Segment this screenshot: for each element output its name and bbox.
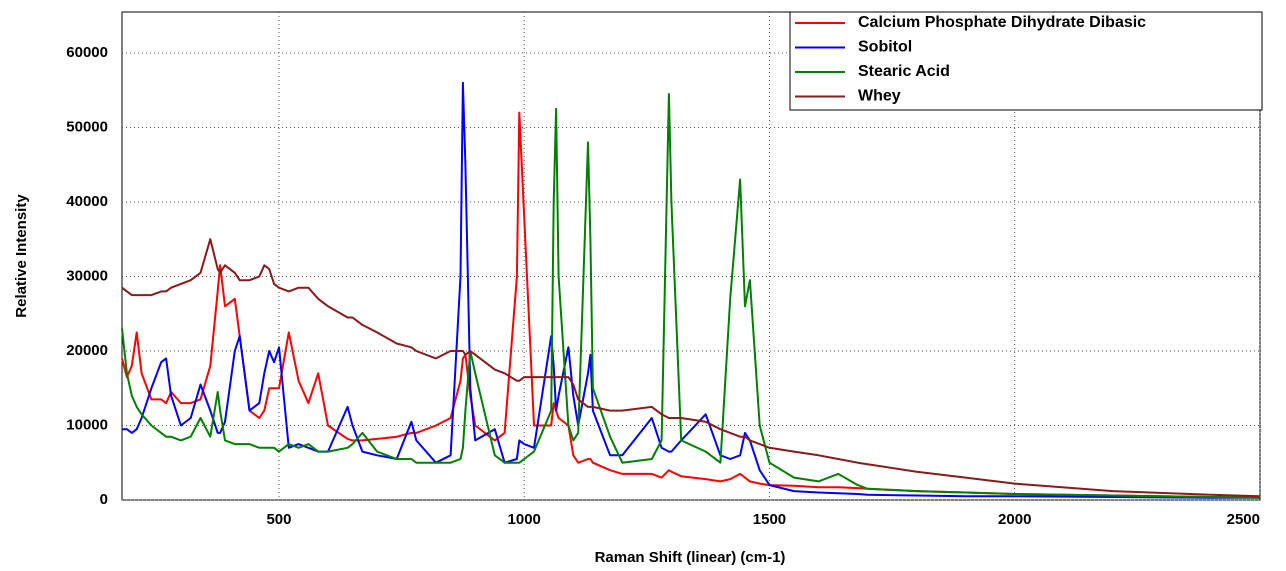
y-tick-label: 30000 (66, 267, 108, 284)
series-line (122, 81, 1260, 499)
y-tick-label: 50000 (66, 118, 108, 135)
x-tick-label: 1500 (753, 511, 786, 528)
y-tick-label: 60000 (66, 44, 108, 61)
y-tick-label: 10000 (66, 416, 108, 433)
series-line (121, 93, 1261, 499)
y-axis-title: Relative Intensity (13, 194, 30, 318)
legend-box (789, 11, 1263, 111)
series-line (121, 111, 1261, 499)
series-line (121, 238, 1261, 498)
x-axis-title: Raman Shift (linear) (cm-1) (595, 549, 786, 566)
x-tick-label: 2000 (998, 511, 1031, 528)
x-tick-label: 1000 (508, 511, 541, 528)
legend-label: Calcium Phosphate Dihydrate Dibasic (858, 14, 1146, 31)
x-tick-label: 500 (266, 511, 291, 528)
legend-label: Stearic Acid (858, 63, 950, 80)
y-tick-label: 40000 (66, 193, 108, 210)
x-tick-label: 2500 (1227, 511, 1260, 528)
y-tick-label: 20000 (66, 342, 108, 359)
y-tick-label: 0 (100, 491, 108, 508)
legend-label: Sobitol (858, 39, 912, 56)
legend-label: Whey (858, 88, 901, 105)
